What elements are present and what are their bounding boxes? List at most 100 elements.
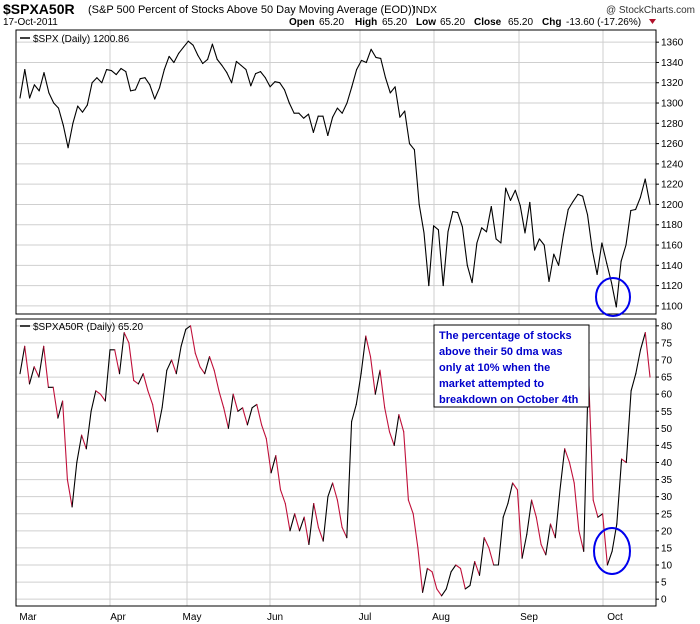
spx-series-segment: [620, 244, 627, 262]
breadth-series-segment: [52, 386, 59, 419]
breadth-series-segment: [512, 482, 518, 491]
chart-header: $SPXA50R (S&P 500 Percent of Stocks Abov…: [3, 1, 695, 28]
date-label: 17-Oct-2011: [3, 17, 58, 28]
spx-series-segment: [240, 64, 247, 71]
annotation-box-frame: [433, 324, 590, 408]
spx-series-segment: [81, 104, 88, 113]
annotation-line-2: above their 50 dma was: [439, 346, 563, 358]
breadth-series-segment: [90, 390, 97, 412]
spx-series-segment: [461, 226, 468, 266]
breadth-series-segment: [237, 407, 244, 412]
breadth-series: [19, 325, 651, 597]
spx-panel: 1100 1120 1140 1160 1180 1200 1220 1240 1260 1280…: [15, 29, 684, 317]
spx-series-segment: [601, 242, 608, 264]
spx-series-segment: [538, 238, 545, 246]
spx-series-segment: [586, 214, 593, 251]
spx-series-segment: [428, 225, 435, 287]
breadth-series-segment: [355, 373, 362, 405]
spx-series-segment: [577, 193, 584, 197]
spx-series-segment: [572, 193, 579, 202]
breadth-series-segment: [204, 356, 211, 375]
spx-series-segment: [505, 187, 512, 201]
spx-series-segment: [548, 253, 555, 283]
breadth-series-segment: [43, 345, 49, 388]
breadth-grid: [15, 319, 656, 606]
spx-series-segment: [307, 113, 314, 133]
spx-series-segment: [115, 67, 122, 76]
x-tick-label: Sep: [520, 612, 538, 623]
spx-series-segment: [437, 229, 444, 287]
annotation-box: The percentage of stocks above their 50 …: [433, 324, 590, 408]
breadth-series-segment: [171, 359, 177, 375]
breadth-series-segment: [166, 359, 173, 371]
spx-series-segment: [187, 40, 194, 46]
breadth-series-segment: [246, 407, 253, 426]
spx-series-segment: [408, 143, 415, 151]
spx-series-segment: [288, 102, 295, 114]
breadth-series-segment: [270, 455, 277, 474]
symbol-title: $SPXA50R: [3, 1, 75, 17]
breadth-series-segment: [630, 373, 637, 392]
spx-series-segment: [62, 124, 69, 149]
x-tick-label: Oct: [607, 612, 623, 623]
spx-tick-label: 1280: [661, 119, 684, 130]
spx-tick-label: 1200: [661, 200, 684, 211]
spx-legend: $SPX (Daily) 1200.86: [20, 34, 130, 45]
exchange-label: INDX: [413, 5, 437, 16]
breadth-series-segment: [62, 400, 68, 481]
breadth-series-segment: [81, 434, 87, 450]
spx-series-segment: [221, 64, 228, 74]
breadth-series-segment: [616, 458, 623, 525]
spx-tick-label: 1120: [661, 281, 683, 292]
breadth-series-segment: [66, 479, 73, 508]
spx-series-segment: [120, 67, 127, 73]
breadth-series-segment: [488, 547, 495, 566]
breadth-series-segment: [261, 424, 267, 440]
spx-series-segment: [91, 77, 98, 84]
annotation-line-3: only at 10% when the: [439, 362, 550, 374]
breadth-series-segment: [118, 332, 125, 375]
spx-series-segment: [644, 178, 651, 206]
spx-series-segment: [447, 211, 454, 233]
spx-series-segment: [77, 105, 84, 113]
breadth-series-segment: [606, 550, 613, 566]
breadth-tick-label: 45: [661, 441, 673, 452]
spx-series-segment: [341, 102, 348, 114]
breadth-tick-label: 70: [661, 356, 673, 367]
breadth-series-segment: [199, 366, 206, 375]
spx-series-segment: [485, 205, 492, 233]
breadth-series-segment: [540, 543, 547, 556]
breadth-series-segment: [265, 438, 272, 474]
chg-value: -13.60 (-17.26%): [566, 17, 641, 28]
breadth-series-segment: [104, 349, 111, 402]
spx-series-segment: [399, 110, 406, 118]
spx-series-segment: [375, 56, 382, 59]
breadth-series-segment: [123, 332, 130, 344]
spx-series-segment: [476, 227, 483, 244]
breadth-series-segment: [549, 523, 556, 539]
spx-series-segment: [274, 81, 281, 84]
x-tick-label: Jun: [267, 612, 283, 623]
breadth-panel: 0 5 10 15 20 25 30 35 40 45 50 55 60 65 70 75 80 $SPXA50…: [15, 318, 673, 607]
x-tick-label: Mar: [19, 612, 37, 623]
spx-series-segment: [500, 187, 507, 244]
spx-series-segment: [158, 69, 165, 89]
annotation-line-1: The percentage of stocks: [439, 330, 572, 342]
spx-series-segment: [558, 234, 564, 266]
spx-series-segment: [509, 189, 516, 201]
breadth-series-segment: [95, 390, 102, 395]
spx-series-segment: [384, 77, 391, 94]
breadth-series-segment: [313, 502, 319, 528]
spx-series-segment: [279, 82, 286, 91]
breadth-series-segment: [459, 567, 466, 590]
spx-series-segment: [130, 89, 136, 92]
spx-series-segment: [322, 115, 329, 137]
breadth-series-segment: [464, 584, 471, 590]
breadth-series-segment: [142, 373, 149, 392]
spx-series-segment: [591, 249, 598, 275]
breadth-series-segment: [384, 407, 391, 433]
breadth-series-segment: [478, 537, 485, 576]
breadth-series-segment: [635, 349, 642, 375]
breadth-series-segment: [175, 345, 182, 375]
spx-frame: [15, 29, 657, 315]
